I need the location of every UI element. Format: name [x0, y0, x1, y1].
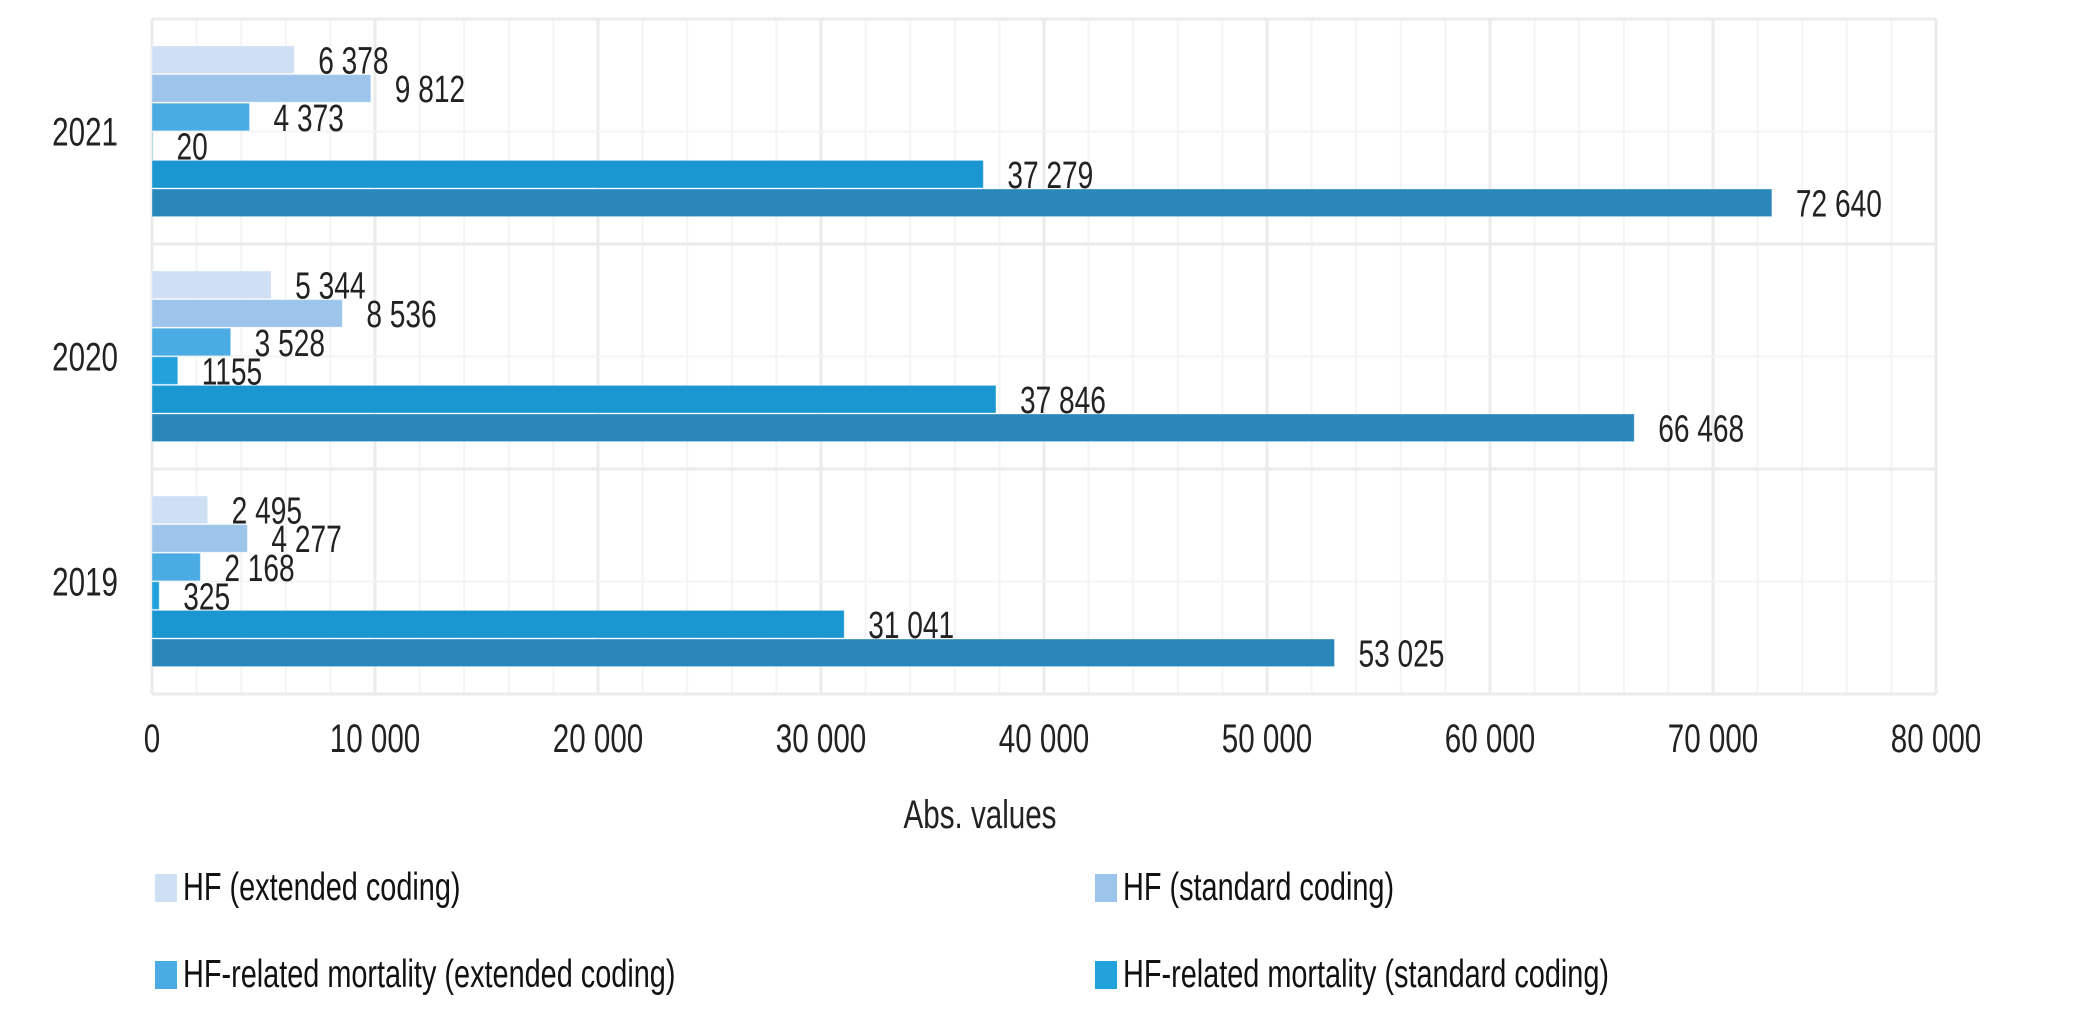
data-label: 5 344 — [295, 266, 365, 308]
bar[interactable] — [151, 495, 209, 525]
data-label-text: 2 495 — [232, 491, 302, 533]
x-tick-label-text: 80 000 — [1891, 717, 1981, 761]
legend-swatch-hf-standard — [1095, 874, 1117, 902]
category-label: 2021 — [52, 110, 118, 154]
x-tick-label: 0 — [144, 717, 160, 761]
x-tick-label-text: 20 000 — [553, 717, 643, 761]
bar[interactable] — [151, 413, 1635, 443]
data-label-text: 72 640 — [1796, 184, 1882, 226]
data-label-text: 6 378 — [318, 41, 388, 83]
data-label: 1155 — [202, 351, 262, 393]
bar[interactable] — [151, 384, 997, 414]
legend-label: HF-related mortality (extended coding) — [183, 953, 676, 996]
data-label-text: 325 — [183, 576, 230, 618]
data-label: 66 468 — [1658, 409, 1744, 451]
category-label-text: 2019 — [52, 560, 118, 604]
bar[interactable] — [151, 45, 295, 75]
x-tick-label-text: 50 000 — [1222, 717, 1312, 761]
x-tick-label-text: 10 000 — [330, 717, 420, 761]
legend-swatch-hf-extended — [155, 874, 177, 902]
data-label-text: 31 041 — [868, 605, 954, 647]
legend-item-hf-extended[interactable]: HF (extended coding) — [155, 866, 558, 910]
bar[interactable] — [151, 524, 248, 553]
legend-label: HF (extended coding) — [183, 866, 461, 909]
bar[interactable] — [151, 74, 372, 103]
x-tick-label-text: 0 — [144, 717, 160, 761]
x-tick-label-text: 40 000 — [999, 717, 1089, 761]
bar[interactable] — [151, 581, 160, 610]
data-label: 4 373 — [274, 98, 344, 140]
data-label: 4 277 — [271, 519, 341, 561]
bar[interactable] — [151, 159, 984, 189]
data-label-text: 2 168 — [224, 548, 294, 590]
bar[interactable] — [151, 270, 272, 300]
data-label: 325 — [183, 576, 230, 618]
data-label: 37 279 — [1007, 155, 1093, 197]
data-label-text: 37 846 — [1020, 380, 1106, 422]
data-label-text: 4 277 — [271, 519, 341, 561]
x-tick-label: 30 000 — [776, 717, 866, 761]
x-tick-label: 60 000 — [1445, 717, 1535, 761]
x-tick-label: 10 000 — [330, 717, 420, 761]
data-label-text: 20 — [176, 126, 207, 168]
axes: 2021 2020 2019 0 10 000 20 000 30 000 40 000 50 … — [52, 110, 1981, 761]
legend-label: HF (standard coding) — [1123, 866, 1395, 909]
bar[interactable] — [151, 356, 179, 385]
category-label-text: 2020 — [52, 335, 118, 379]
bar[interactable] — [151, 552, 201, 582]
data-label: 9 812 — [395, 69, 465, 111]
category-label-text: 2021 — [52, 110, 118, 154]
data-label-text: 66 468 — [1658, 409, 1744, 451]
bar[interactable] — [151, 327, 232, 357]
bars — [151, 45, 1773, 668]
x-tick-label: 40 000 — [999, 717, 1089, 761]
bar[interactable] — [151, 188, 1773, 218]
data-label-text: 3 528 — [255, 323, 325, 365]
data-label: 2 168 — [224, 548, 294, 590]
legend-label: HF-related mortality (standard coding) — [1123, 953, 1610, 996]
x-tick-label: 20 000 — [553, 717, 643, 761]
data-label-text: 4 373 — [274, 98, 344, 140]
data-label: 20 — [176, 126, 207, 168]
legend-swatch-mortality-standard — [1095, 961, 1117, 989]
data-label: 8 536 — [366, 294, 436, 336]
bar[interactable] — [151, 299, 343, 328]
data-label: 72 640 — [1796, 184, 1882, 226]
x-tick-label-text: 60 000 — [1445, 717, 1535, 761]
category-label: 2019 — [52, 560, 118, 604]
legend-item-mortality-extended[interactable]: HF-related mortality (extended coding) — [155, 953, 848, 997]
bar[interactable] — [151, 638, 1335, 668]
x-tick-label-text: 30 000 — [776, 717, 866, 761]
x-axis-title: Abs. values — [904, 793, 1057, 837]
data-label: 31 041 — [868, 605, 954, 647]
legend-item-mortality-standard[interactable]: HF-related mortality (standard coding) — [1095, 953, 1780, 997]
data-label-text: 53 025 — [1358, 634, 1444, 676]
data-label: 3 528 — [255, 323, 325, 365]
data-label-text: 9 812 — [395, 69, 465, 111]
x-tick-label: 80 000 — [1891, 717, 1981, 761]
data-label: 53 025 — [1358, 634, 1444, 676]
data-label: 37 846 — [1020, 380, 1106, 422]
data-label-text: 8 536 — [366, 294, 436, 336]
data-label-text: 5 344 — [295, 266, 365, 308]
data-label-text: 37 279 — [1007, 155, 1093, 197]
data-label: 6 378 — [318, 41, 388, 83]
x-axis-title-text: Abs. values — [904, 793, 1057, 837]
data-label: 2 495 — [232, 491, 302, 533]
x-tick-label: 50 000 — [1222, 717, 1312, 761]
category-label: 2020 — [52, 335, 118, 379]
bar[interactable] — [151, 609, 845, 639]
legend-item-hf-standard[interactable]: HF (standard coding) — [1095, 866, 1489, 910]
grid — [150, 17, 1938, 696]
x-tick-label: 70 000 — [1668, 717, 1758, 761]
x-tick-label-text: 70 000 — [1668, 717, 1758, 761]
data-label-text: 1155 — [202, 351, 262, 393]
bar[interactable] — [151, 102, 251, 132]
legend-swatch-mortality-extended — [155, 961, 177, 989]
